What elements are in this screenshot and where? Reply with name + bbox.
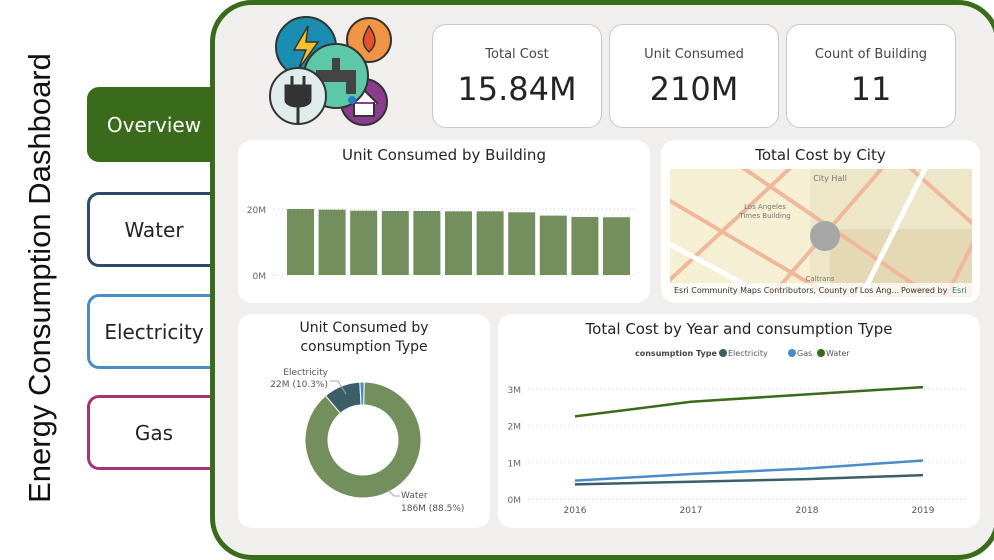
x-tick-label: 2019 [912,506,935,516]
legend-title: consumption Type [635,349,717,358]
line-series-gas [574,459,924,482]
line-chart-card: Total Cost by Year and consumption Type … [498,314,980,528]
x-tick-label: 2016 [564,506,587,516]
kpi-label: Count of Building [814,47,928,62]
map-view[interactable]: City Hall Los Angeles Times Building Cal… [670,169,972,297]
kpi-unit-consumed: Unit Consumed 210M [609,24,779,128]
legend-marker-gas [788,349,796,357]
chart-title: Unit Consumed by Building [342,146,546,164]
map-attribution: Esri Community Maps Contributors, County… [674,286,899,295]
bar-B1010 [476,211,504,275]
map-label: Times Building [738,212,790,220]
chart-title: Total Cost by Year and consumption Type [585,320,893,338]
y-tick-label: 3M [508,386,522,396]
nav-label: Water [124,217,184,242]
map-card: Total Cost by City City Hall Los Angeles… [661,140,980,303]
kpi-label: Unit Consumed [644,47,744,62]
donut-chart: Electricity 22M (10.3%) Water 186M (88.5%) [270,368,464,514]
map-label: City Hall [813,174,847,183]
bar-B1002 [539,215,567,275]
legend-label: Electricity [728,349,768,358]
legend-marker-electricity [719,349,727,357]
chart-title: Unit Consumed by consumption Type [299,320,429,355]
nav-label: Gas [134,420,174,445]
city-bubble[interactable] [810,221,840,251]
y-tick-label: 2M [508,423,522,433]
data-label-name: Electricity [283,368,328,378]
y-tick-label: 20M [247,206,266,216]
kpi-value: 11 [850,70,892,108]
dashboard-title: Energy Consumption Dashboard [22,53,57,503]
line-series-electricity [574,473,924,486]
donut-chart-card: Unit Consumed by consumption Type Electr… [238,314,490,528]
bar-B1008 [318,209,346,275]
kpi-value: 210M [649,70,739,108]
kpi-label: Total Cost [485,47,549,62]
nav-label: Electricity [104,319,204,344]
kpi-value: 15.84M [457,70,577,108]
esri-link[interactable]: Esri [952,286,967,295]
bar-B1000 [350,210,378,275]
leader-line [330,380,347,395]
bar-B1003 [413,210,441,275]
kpi-count-building: Count of Building 11 [786,24,956,128]
donut-slice-other [359,381,365,406]
y-tick-label: 0M [253,272,267,280]
chart-title: Total Cost by City [755,146,886,164]
data-label-value: 186M (88.5%) [401,504,464,514]
nav-label: Overview [106,112,202,137]
utilities-logo-icon [269,16,392,126]
map-label: Los Angeles [744,203,786,211]
bar-B1001 [381,210,409,275]
kpi-total-cost: Total Cost 15.84M [432,24,602,128]
legend-marker-water [817,349,825,357]
legend-label: Gas [797,349,812,358]
bar-chart: 0M20MB1006B1008B1000B1001B1003B1005B1010… [247,206,638,280]
bar-B1006 [287,209,314,275]
x-tick-label: 2017 [680,506,703,516]
data-label-value: 22M (10.3%) [270,380,328,390]
bar-B1005 [445,211,472,275]
x-tick-label: 2018 [796,506,819,516]
donut-slice-water [304,381,422,499]
bar-B1004 [508,212,536,275]
line-series-water [574,385,924,418]
map-powered: Powered by [901,286,948,295]
map-label: Caltrans [805,275,834,283]
bar-B1009 [603,217,630,275]
bar-chart-card: Unit Consumed by Building 0M20MB1006B100… [238,140,650,303]
data-label-name: Water [401,491,428,501]
y-tick-label: 0M [508,496,522,506]
bar-B1007 [571,216,599,275]
line-chart: 0M 1M 2M 3M 2016 2017 2018 2019 consumption Type… [508,349,968,516]
y-tick-label: 1M [508,459,522,469]
leader-line [387,489,400,497]
legend-label: Water [826,349,850,358]
